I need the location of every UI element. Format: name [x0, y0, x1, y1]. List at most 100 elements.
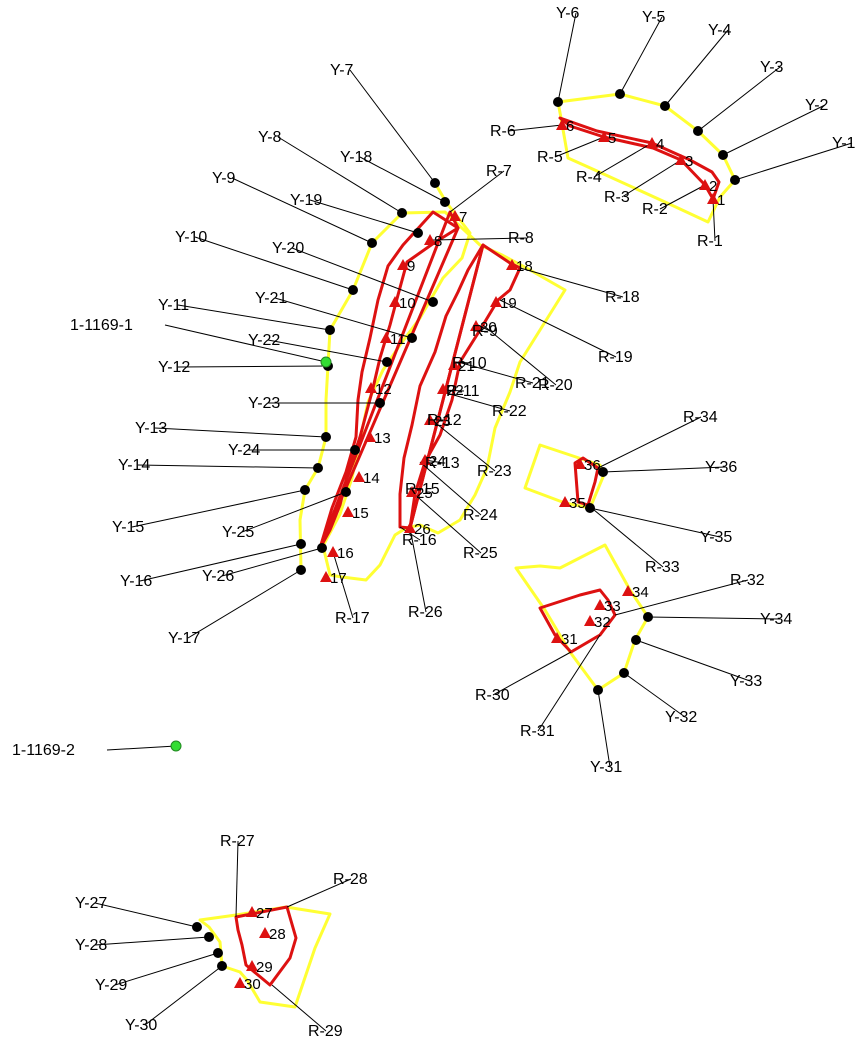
y-point-marker: [585, 503, 595, 513]
numbered-triangle-marker: [234, 977, 246, 988]
y-point-label: Y-27: [75, 895, 107, 912]
r-point-label: R-3: [604, 189, 630, 206]
triangle-number-label: 24: [429, 453, 446, 470]
y-point-label: Y-26: [202, 568, 234, 585]
r-point-label: R-8: [508, 230, 534, 247]
y-point-label: Y-36: [705, 459, 737, 476]
leader-line: [449, 170, 505, 213]
leader-line: [187, 569, 302, 639]
numbered-triangle-marker: [397, 259, 409, 270]
y-point-label: Y-16: [120, 573, 152, 590]
r-point-label: R-15: [405, 481, 440, 498]
leader-line: [359, 156, 446, 203]
r-point-label: R-23: [477, 463, 512, 480]
y-point-label: Y-20: [272, 240, 304, 257]
y-point-label: Y-10: [175, 229, 207, 246]
leader-line: [291, 247, 434, 303]
y-point-marker: [296, 539, 306, 549]
y-point-marker: [296, 565, 306, 575]
y-point-marker: [413, 228, 423, 238]
y-point-marker: [217, 961, 227, 971]
triangle-number-label: 31: [561, 631, 578, 648]
y-point-label: Y-19: [290, 192, 322, 209]
numbered-triangle-marker: [448, 359, 460, 370]
r-point-label: R-10: [452, 355, 487, 372]
leader-line: [734, 142, 853, 181]
leader-line: [457, 361, 534, 384]
y-point-label: Y-17: [168, 630, 200, 647]
triangle-number-label: 15: [352, 505, 369, 522]
y-point-marker: [204, 932, 214, 942]
triangle-number-label: 33: [604, 598, 621, 615]
r-point-label: R-19: [598, 349, 633, 366]
leader-line: [507, 124, 563, 132]
r-point-label: R-28: [333, 871, 368, 888]
numbered-triangle-marker: [365, 382, 377, 393]
r-point-label: R-2: [642, 201, 668, 218]
y-point-label: Y-31: [590, 759, 622, 776]
r-point-label: R-7: [486, 163, 512, 180]
leader-line: [106, 745, 177, 751]
leader-line: [623, 672, 686, 718]
numbered-triangle-marker: [622, 585, 634, 596]
triangle-number-label: 27: [256, 905, 273, 922]
leader-line: [499, 299, 617, 358]
triangle-number-label: 8: [434, 233, 442, 250]
y-point-label: Y-1: [832, 135, 856, 152]
leader-line: [277, 136, 403, 214]
y-point-marker: [660, 101, 670, 111]
triangle-number-label: 20: [480, 319, 497, 336]
y-point-marker: [397, 208, 407, 218]
numbered-triangle-marker: [584, 615, 596, 626]
numbered-triangle-marker: [364, 431, 376, 442]
triangle-number-label: 7: [459, 209, 467, 226]
leader-line: [442, 391, 511, 412]
leader-line: [94, 902, 198, 928]
leader-lines: [94, 12, 853, 1032]
triangle-number-label: 2: [709, 178, 717, 195]
leader-line: [274, 297, 413, 339]
numbered-triangle-marker: [574, 458, 586, 469]
leader-line: [131, 489, 306, 528]
r-point-label: R-4: [576, 169, 602, 186]
y-point-marker: [325, 325, 335, 335]
numbered-triangle-marker: [320, 571, 332, 582]
y-point-marker: [313, 463, 323, 473]
r-point-label: R-26: [408, 604, 443, 621]
triangle-number-label: 22: [447, 382, 464, 399]
leader-line: [482, 324, 557, 386]
y-point-label: Y-22: [248, 332, 280, 349]
numbered-triangle-marker: [437, 383, 449, 394]
triangle-number-label: 10: [399, 295, 416, 312]
y-point-label: Y-9: [212, 170, 236, 187]
leader-line: [557, 12, 577, 103]
y-point-label: Y-32: [665, 709, 697, 726]
leader-line: [94, 936, 210, 946]
y-point-label: Y-29: [95, 977, 127, 994]
y-point-label: Y-24: [228, 442, 260, 459]
y-point-marker: [348, 285, 358, 295]
y-point-marker: [718, 150, 728, 160]
leader-line: [659, 184, 706, 210]
numbered-triangle-marker: [449, 210, 461, 221]
triangle-number-label: 36: [584, 457, 601, 474]
triangle-number-label: 5: [608, 130, 616, 147]
y-point-label: Y-3: [760, 59, 784, 76]
y-point-marker: [350, 445, 360, 455]
r-point-label: R-13: [425, 455, 460, 472]
leader-line: [537, 634, 601, 732]
numbered-triangle-marker: [598, 131, 610, 142]
y-point-marker: [593, 685, 603, 695]
numbered-triangle-marker: [470, 320, 482, 331]
triangle-number-label: 34: [632, 584, 649, 601]
triangle-number-label: 29: [256, 959, 273, 976]
triangle-number-label: 19: [500, 295, 517, 312]
numbered-triangle-marker: [699, 179, 711, 190]
r-point-label: R-33: [645, 559, 680, 576]
leader-line: [614, 579, 749, 616]
numbered-triangle-marker: [707, 193, 719, 204]
leader-line: [231, 177, 373, 244]
y-point-marker: [382, 357, 392, 367]
y-point-marker: [430, 178, 440, 188]
leader-line: [139, 543, 302, 582]
